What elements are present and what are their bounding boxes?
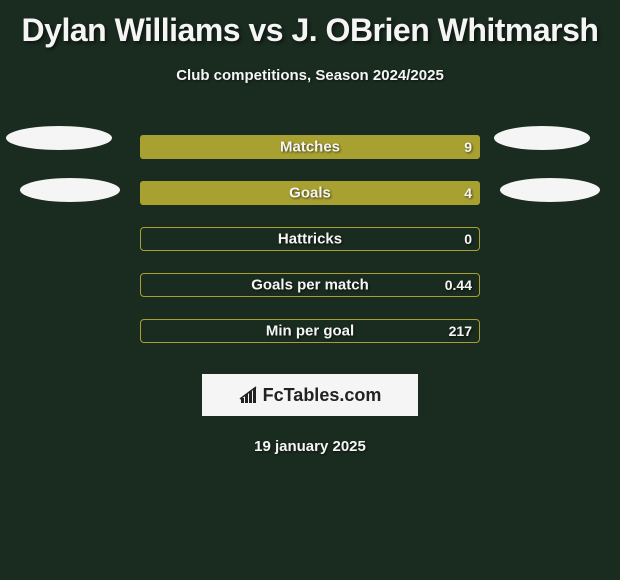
stat-label: Goals <box>289 185 331 202</box>
stat-bar: Goals per match 0.44 <box>140 273 480 297</box>
stat-label: Goals per match <box>251 277 369 294</box>
comparison-title: Dylan Williams vs J. OBrien Whitmarsh <box>0 0 620 49</box>
logo-text: FcTables.com <box>239 385 382 406</box>
stat-label: Hattricks <box>278 231 342 248</box>
stat-value: 0.44 <box>445 277 472 293</box>
stat-bar: Matches 9 <box>140 135 480 159</box>
stat-row: Goals 4 <box>0 170 620 216</box>
bar-chart-icon <box>239 386 259 404</box>
date-text: 19 january 2025 <box>0 438 620 455</box>
stat-row: Matches 9 <box>0 124 620 170</box>
season-subtitle: Club competitions, Season 2024/2025 <box>0 67 620 84</box>
stat-value: 0 <box>464 231 472 247</box>
stats-container: Matches 9 Goals 4 Hattricks 0 Goals per … <box>0 124 620 354</box>
stat-value: 217 <box>449 323 472 339</box>
logo-label: FcTables.com <box>263 385 382 406</box>
stat-row: Hattricks 0 <box>0 216 620 262</box>
stat-bar: Goals 4 <box>140 181 480 205</box>
stat-row: Goals per match 0.44 <box>0 262 620 308</box>
stat-bar: Min per goal 217 <box>140 319 480 343</box>
stat-bar: Hattricks 0 <box>140 227 480 251</box>
stat-row: Min per goal 217 <box>0 308 620 354</box>
stat-value: 9 <box>464 139 472 155</box>
stat-label: Min per goal <box>266 323 354 340</box>
stat-value: 4 <box>464 185 472 201</box>
branding-logo: FcTables.com <box>202 374 418 416</box>
stat-label: Matches <box>280 139 340 156</box>
